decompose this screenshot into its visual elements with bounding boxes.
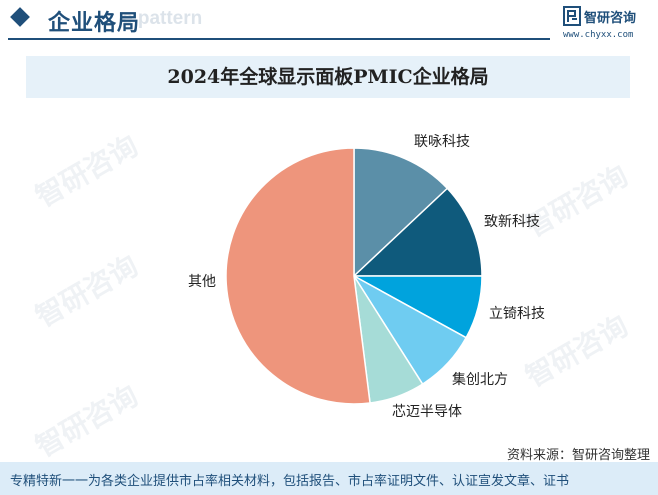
pie-slice-2 xyxy=(352,187,483,277)
slice-label: 立锜科技 xyxy=(489,306,545,322)
footer-text: 专精特新一一为各类企业提供市占率相关材料，包括报告、市占率证明文件、认证宣发文章… xyxy=(10,474,570,489)
diamond-icon xyxy=(10,7,30,27)
slice-label: 集创北方 xyxy=(452,371,508,388)
footer-bar: 专精特新一一为各类企业提供市占率相关材料，包括报告、市占率证明文件、认证宣发文章… xyxy=(0,462,658,495)
slice-label: 联咏科技 xyxy=(414,134,470,150)
logo-url: www.chyxx.com xyxy=(563,30,634,40)
brand-logo: 智研咨询 www.chyxx.com xyxy=(563,6,655,40)
page-header: e pattern 企业格局 智研咨询 www.chyxx.com xyxy=(0,0,658,44)
pie-slice-6 xyxy=(225,147,371,405)
chart-title: 2024年全球显示面板PMIC企业格局 xyxy=(167,66,489,88)
slice-label: 其他 xyxy=(188,274,216,290)
pie-slice-1 xyxy=(353,147,449,278)
source-note: 资料来源：智研咨询整理 xyxy=(506,448,650,463)
slice-label: 芯迈半导体 xyxy=(392,404,462,420)
section-title-watermark: e pattern xyxy=(122,8,203,29)
section-title: 企业格局 xyxy=(48,11,141,36)
chart-title-bar: 2024年全球显示面板PMIC企业格局 xyxy=(26,56,630,98)
logo-name: 智研咨询 xyxy=(584,11,637,26)
header-divider xyxy=(8,38,550,40)
logo-mark-icon xyxy=(563,6,581,26)
slice-label: 致新科技 xyxy=(484,214,540,230)
